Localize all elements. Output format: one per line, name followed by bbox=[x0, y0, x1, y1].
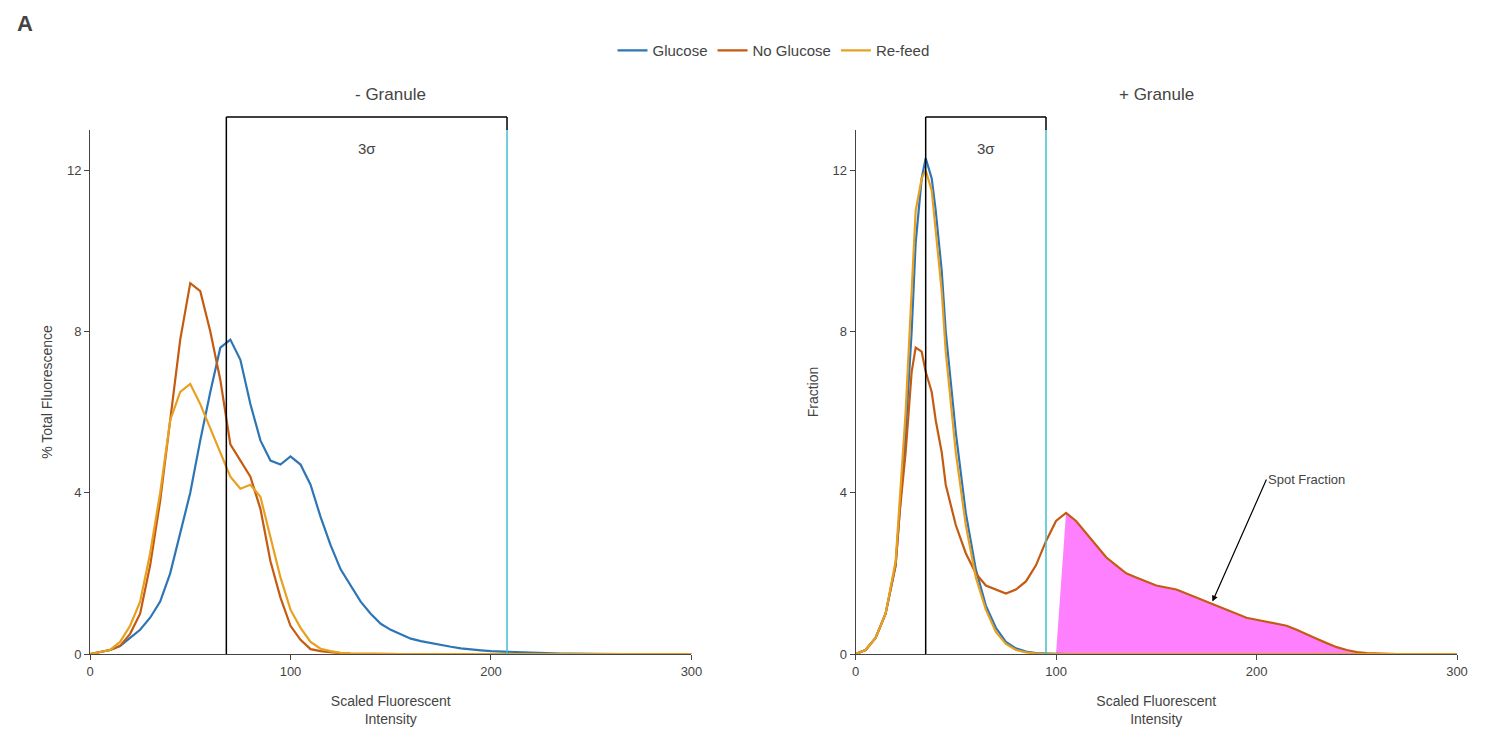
svg-text:8: 8 bbox=[74, 324, 81, 339]
svg-text:A: A bbox=[17, 11, 33, 36]
svg-text:0: 0 bbox=[74, 647, 81, 662]
svg-text:+ Granule: + Granule bbox=[1119, 85, 1194, 104]
svg-text:300: 300 bbox=[681, 664, 703, 679]
svg-text:4: 4 bbox=[840, 485, 847, 500]
svg-text:200: 200 bbox=[1246, 664, 1268, 679]
svg-text:Spot Fraction: Spot Fraction bbox=[1268, 472, 1345, 487]
svg-text:100: 100 bbox=[280, 664, 302, 679]
svg-text:No Glucose: No Glucose bbox=[753, 42, 831, 59]
svg-text:4: 4 bbox=[74, 485, 81, 500]
svg-text:Re-feed: Re-feed bbox=[876, 42, 929, 59]
svg-text:3σ: 3σ bbox=[358, 140, 376, 157]
svg-text:12: 12 bbox=[832, 163, 846, 178]
svg-text:Glucose: Glucose bbox=[653, 42, 708, 59]
svg-text:Fraction: Fraction bbox=[805, 367, 821, 418]
svg-text:8: 8 bbox=[840, 324, 847, 339]
svg-text:Scaled FluorescentIntensity: Scaled FluorescentIntensity bbox=[331, 693, 451, 727]
svg-text:0: 0 bbox=[852, 664, 859, 679]
svg-text:Scaled FluorescentIntensity: Scaled FluorescentIntensity bbox=[1096, 693, 1216, 727]
svg-text:- Granule: - Granule bbox=[355, 85, 426, 104]
svg-text:200: 200 bbox=[480, 664, 502, 679]
svg-text:100: 100 bbox=[1045, 664, 1067, 679]
svg-text:0: 0 bbox=[840, 647, 847, 662]
svg-text:0: 0 bbox=[86, 664, 93, 679]
svg-text:3σ: 3σ bbox=[977, 140, 995, 157]
svg-text:300: 300 bbox=[1446, 664, 1468, 679]
svg-text:12: 12 bbox=[67, 163, 81, 178]
svg-text:% Total Fluorescence: % Total Fluorescence bbox=[39, 325, 55, 459]
